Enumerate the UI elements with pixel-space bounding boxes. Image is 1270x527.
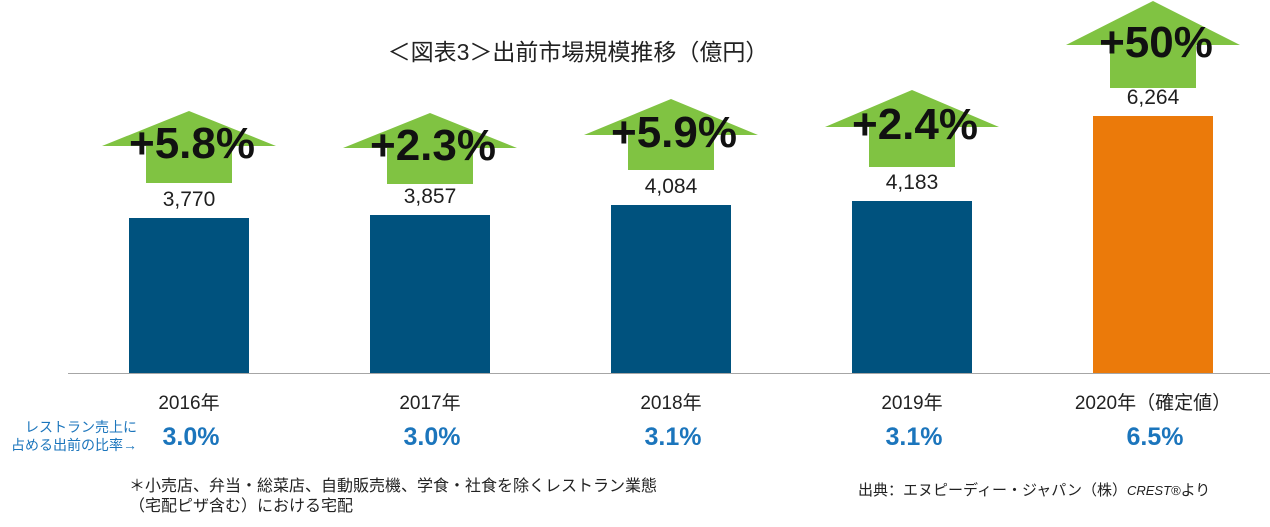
bar-2017	[370, 215, 490, 373]
source-prefix: 出典：エヌピーディー・ジャパン（株）	[858, 482, 1127, 499]
bar-2019	[852, 201, 972, 373]
delivery-share-note-line-2: 占める出前の比率→	[11, 437, 137, 453]
growth-label-2019: +2.4%	[852, 100, 978, 149]
bar-2018	[611, 205, 731, 373]
delivery-share-2016: 3.0%	[162, 423, 220, 451]
category-label-2019: 2019年	[881, 393, 943, 414]
value-label-2016: 3,770	[162, 188, 216, 211]
source-brand: CREST®	[1126, 483, 1181, 498]
growth-label-2017: +2.3%	[370, 121, 496, 170]
category-label-2016: 2016年	[158, 393, 220, 414]
value-label-2020: 6,264	[1126, 86, 1180, 109]
footnote-line-1: ＊小売店、弁当・総菜店、自動販売機、学食・社食を除くレストラン業態	[129, 478, 658, 495]
delivery-share-note: レストラン売上に 占める出前の比率→	[0, 418, 137, 454]
growth-arrow-2016	[102, 111, 276, 183]
footnote: ＊小売店、弁当・総菜店、自動販売機、学食・社食を除くレストラン業態 （宅配ピザ含…	[129, 477, 657, 517]
delivery-share-2019: 3.1%	[885, 423, 943, 451]
value-label-2018: 4,084	[644, 175, 698, 198]
chart-title: ＜図表3＞出前市場規模推移（億円）	[387, 39, 769, 65]
category-label-2020: 2020年（確定値）	[1074, 393, 1232, 414]
bar-2016	[129, 218, 249, 373]
growth-arrow-2018	[584, 99, 758, 170]
delivery-share-2017: 3.0%	[403, 423, 461, 451]
source-suffix: より	[1180, 482, 1211, 499]
delivery-share-2020: 6.5%	[1126, 423, 1184, 451]
value-label-2019: 4,183	[885, 171, 939, 194]
growth-arrow-2019	[825, 90, 999, 167]
growth-arrow-2017	[343, 113, 517, 184]
x-axis-line	[68, 373, 1270, 374]
bar-2020	[1093, 116, 1213, 373]
value-label-2017: 3,857	[403, 185, 457, 208]
category-label-2017: 2017年	[399, 393, 461, 414]
category-label-2018: 2018年	[640, 393, 702, 414]
growth-label-2016: +5.8%	[129, 119, 255, 168]
delivery-share-note-line-1: レストラン売上に	[25, 419, 137, 435]
growth-arrow-2020	[1066, 1, 1240, 88]
footnote-line-2: （宅配ピザ含む）における宅配	[129, 498, 354, 515]
growth-label-2018: +5.9%	[611, 108, 737, 157]
delivery-share-2018: 3.1%	[644, 423, 702, 451]
source-note: 出典：エヌピーディー・ジャパン（株）CREST®より	[858, 481, 1210, 501]
growth-label-2020: +50%	[1099, 18, 1213, 67]
